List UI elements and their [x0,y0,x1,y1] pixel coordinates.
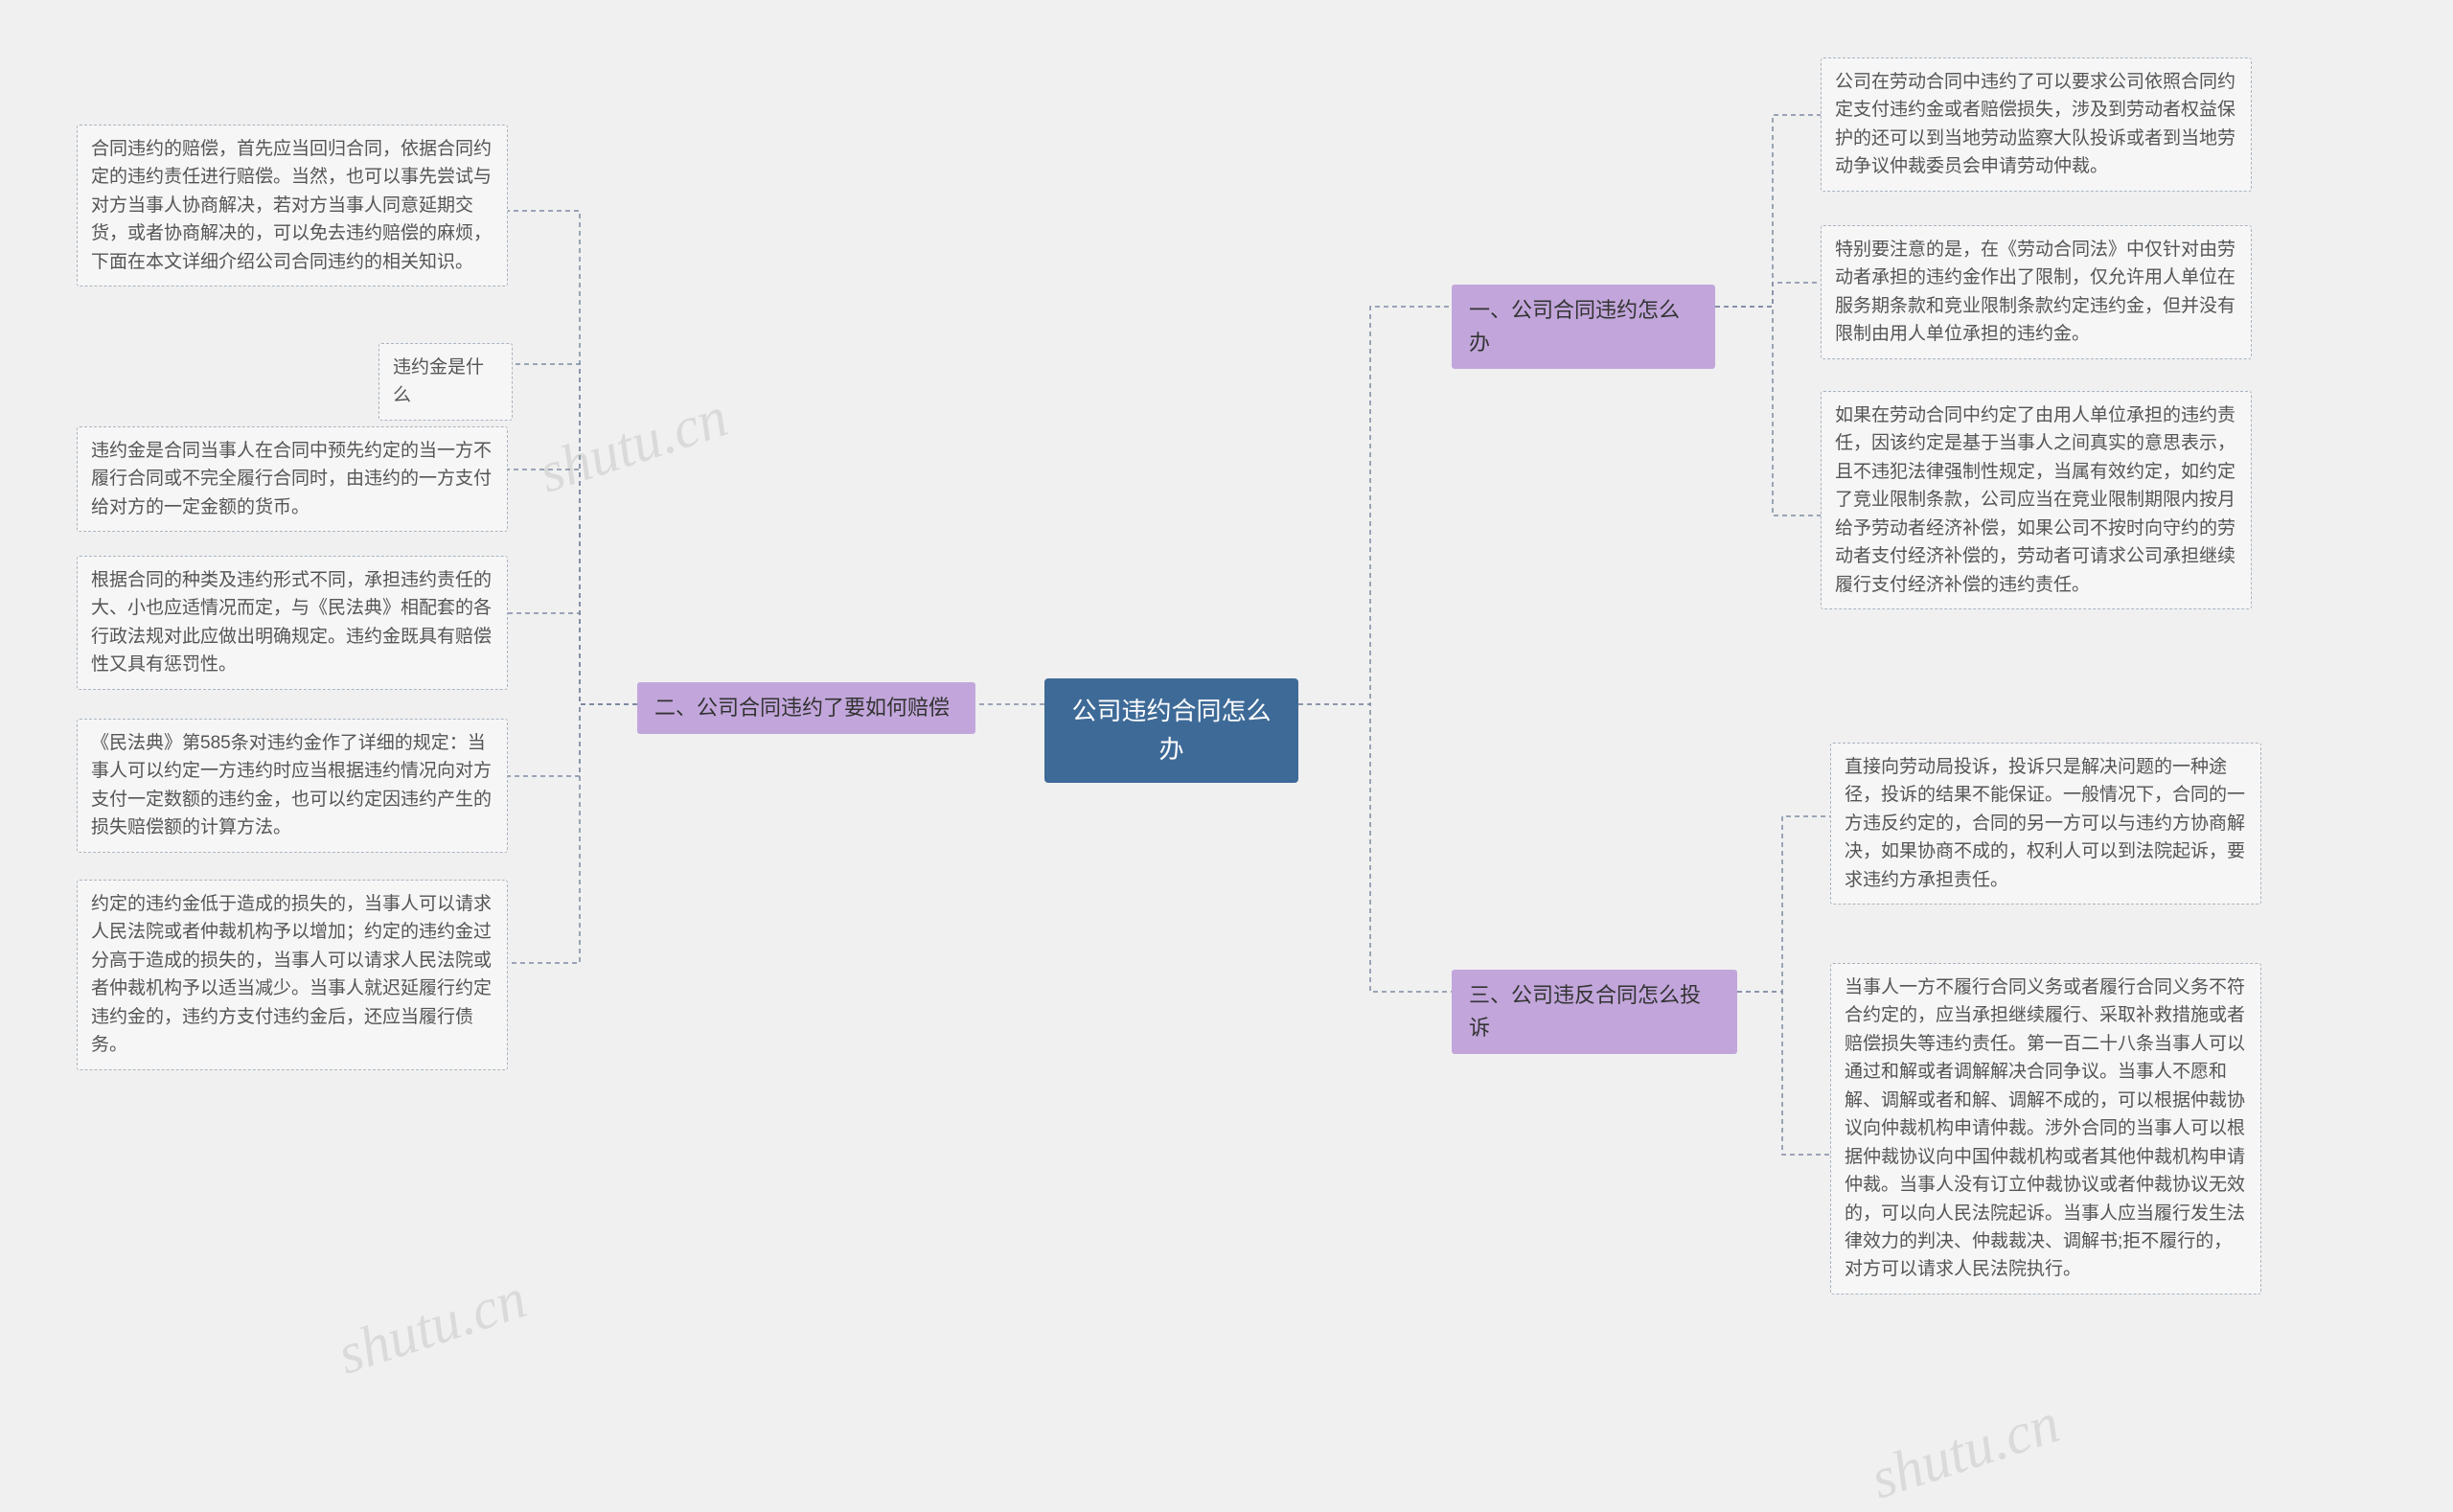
leaf-b3-0: 直接向劳动局投诉，投诉只是解决问题的一种途径，投诉的结果不能保证。一般情况下，合… [1830,743,2261,905]
leaf-b2-3: 根据合同的种类及违约形式不同，承担违约责任的大、小也应适情况而定，与《民法典》相… [77,556,508,690]
branch-3: 三、公司违反合同怎么投诉 [1452,970,1737,1054]
watermark: shutu.cn [1863,1390,2067,1512]
leaf-b1-0: 公司在劳动合同中违约了可以要求公司依照合同约定支付违约金或者赔偿损失，涉及到劳动… [1821,57,2252,192]
watermark: shutu.cn [330,1266,534,1388]
leaf-b2-5: 约定的违约金低于造成的损失的，当事人可以请求人民法院或者仲裁机构予以增加；约定的… [77,880,508,1070]
branch-1: 一、公司合同违约怎么办 [1452,285,1715,369]
leaf-b2-4: 《民法典》第585条对违约金作了详细的规定：当事人可以约定一方违约时应当根据违约… [77,719,508,853]
leaf-b1-2: 如果在劳动合同中约定了由用人单位承担的违约责任，因该约定是基于当事人之间真实的意… [1821,391,2252,609]
leaf-b2-2: 违约金是合同当事人在合同中预先约定的当一方不履行合同或不完全履行合同时，由违约的… [77,426,508,532]
leaf-b3-1: 当事人一方不履行合同义务或者履行合同义务不符合约定的，应当承担继续履行、采取补救… [1830,963,2261,1294]
watermark: shutu.cn [531,384,735,507]
leaf-b1-1: 特别要注意的是，在《劳动合同法》中仅针对由劳动者承担的违约金作出了限制，仅允许用… [1821,225,2252,359]
root-node: 公司违约合同怎么办 [1044,678,1298,783]
leaf-b2-0: 合同违约的赔偿，首先应当回归合同，依据合同约定的违约责任进行赔偿。当然，也可以事… [77,125,508,286]
branch-2: 二、公司合同违约了要如何赔偿 [637,682,975,734]
leaf-b2-1: 违约金是什么 [378,343,513,421]
